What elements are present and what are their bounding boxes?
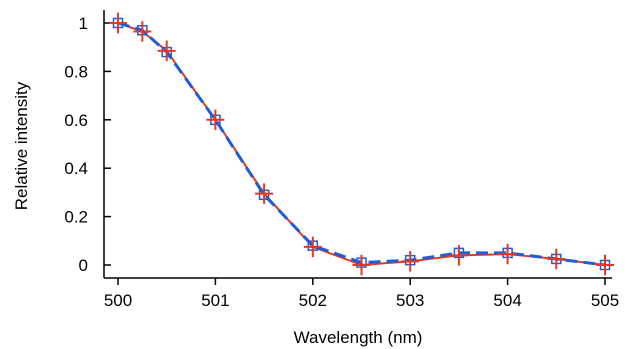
series-layer [109,12,614,276]
x-tick-label: 503 [396,291,424,310]
y-tick-label: 1 [79,14,88,33]
x-tick-label: 505 [591,291,619,310]
y-tick-label: 0.8 [64,62,88,81]
series-line-red [117,22,606,267]
x-ticks: 500 501 502 503 504 505 [104,278,619,310]
x-tick-label: 504 [493,291,521,310]
y-ticks: 0 0.2 0.4 0.6 0.8 1 [64,14,111,275]
x-tick-label: 502 [299,291,327,310]
y-tick-label: 0.2 [64,208,88,227]
y-tick-label: 0.4 [64,159,88,178]
x-tick-label: 501 [201,291,229,310]
y-tick-label: 0.6 [64,111,88,130]
y-axis-label: Relative intensity [12,81,31,210]
x-tick-label: 500 [104,291,132,310]
plot-area: 0 0.2 0.4 0.6 0.8 1 500 501 502 503 504 505 [64,10,619,310]
y-tick-label: 0 [79,256,88,275]
series-line-blue [117,21,606,267]
x-axis-label: Wavelength (nm) [294,328,423,347]
